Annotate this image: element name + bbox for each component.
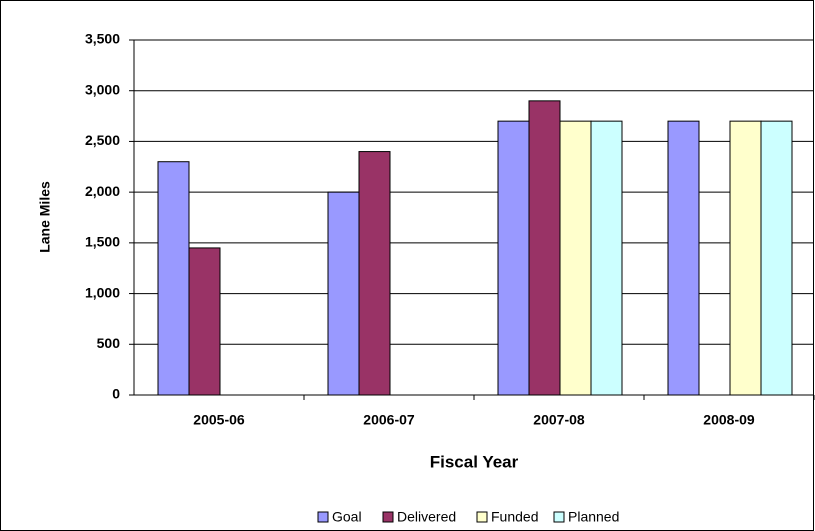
legend-swatch bbox=[382, 511, 394, 523]
y-tick-label: 2,000 bbox=[85, 183, 120, 199]
y-tick-label: 3,500 bbox=[85, 31, 120, 47]
y-tick-label: 0 bbox=[112, 386, 120, 402]
y-tick-label: 2,500 bbox=[85, 132, 120, 148]
x-tick-label: 2005-06 bbox=[193, 412, 245, 428]
y-tick-label: 500 bbox=[97, 335, 121, 351]
x-axis-label: Fiscal Year bbox=[430, 452, 519, 471]
legend-label: Planned bbox=[568, 509, 619, 525]
x-tick-label: 2007-08 bbox=[533, 412, 585, 428]
y-axis-label: Lane Miles bbox=[37, 181, 53, 253]
y-tick-label: 1,000 bbox=[85, 284, 120, 300]
bar bbox=[157, 161, 190, 396]
bar bbox=[327, 191, 360, 396]
bar bbox=[667, 120, 700, 396]
bar bbox=[528, 100, 561, 396]
x-tick-label: 2008-09 bbox=[703, 412, 755, 428]
legend-label: Delivered bbox=[397, 509, 456, 525]
legend-label: Funded bbox=[491, 509, 538, 525]
bar bbox=[559, 120, 592, 396]
legend-label: Goal bbox=[332, 509, 362, 525]
legend-swatch bbox=[553, 511, 565, 523]
legend-swatch bbox=[317, 511, 329, 523]
bar bbox=[497, 120, 530, 396]
legend-swatch bbox=[476, 511, 488, 523]
bar bbox=[358, 151, 391, 396]
y-tick-label: 1,500 bbox=[85, 234, 120, 250]
x-tick-label: 2006-07 bbox=[363, 412, 415, 428]
y-tick-label: 3,000 bbox=[85, 81, 120, 97]
bar bbox=[729, 120, 762, 396]
bar bbox=[760, 120, 793, 396]
bar bbox=[590, 120, 623, 396]
bar bbox=[188, 247, 221, 396]
